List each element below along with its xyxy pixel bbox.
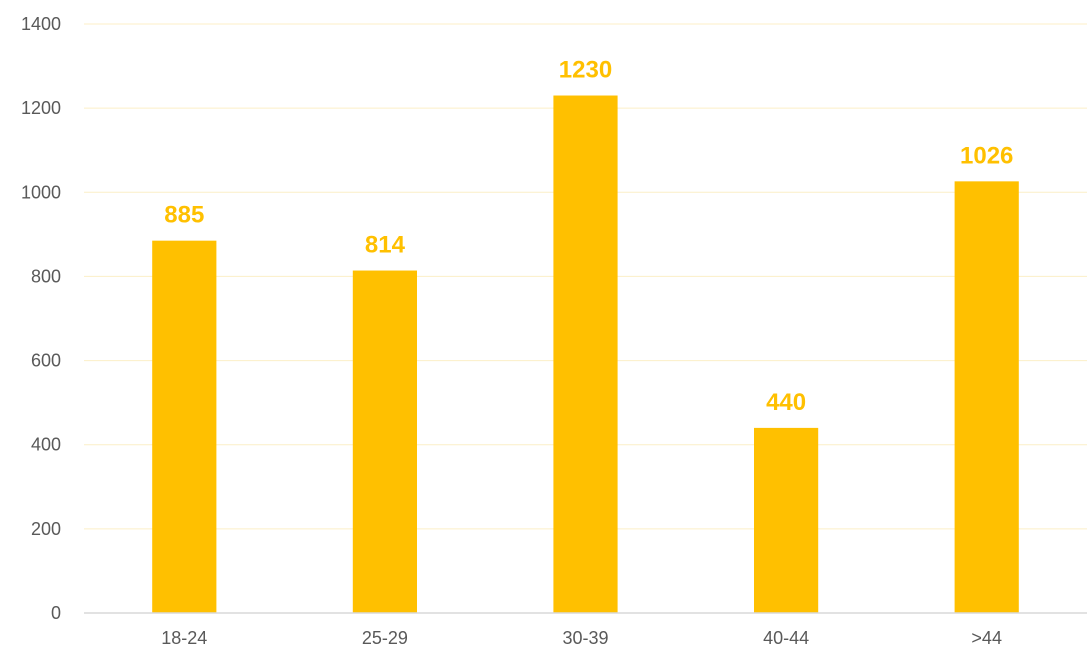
x-tick-label: 40-44 bbox=[763, 628, 809, 648]
data-labels: 885 814 1230 440 1026 bbox=[164, 57, 1013, 416]
y-tick-label: 400 bbox=[31, 435, 61, 455]
bar-data-label: 440 bbox=[766, 389, 806, 416]
y-tick-label: 1200 bbox=[21, 98, 61, 118]
bar bbox=[352, 270, 417, 613]
bar-data-label: 1026 bbox=[960, 142, 1013, 169]
bar bbox=[954, 181, 1019, 613]
x-tick-label: 25-29 bbox=[362, 628, 408, 648]
bar-data-label: 1230 bbox=[559, 57, 612, 84]
bar-data-label: 814 bbox=[365, 232, 406, 259]
x-tick-label: 30-39 bbox=[562, 628, 608, 648]
y-tick-label: 1400 bbox=[21, 14, 61, 34]
y-tick-label: 800 bbox=[31, 266, 61, 286]
y-tick-label: 600 bbox=[31, 351, 61, 371]
bar bbox=[152, 240, 217, 614]
x-axis: 18-24 25-29 30-39 40-44 >44 bbox=[84, 612, 1087, 648]
y-axis: 0 200 400 600 800 1000 1200 1400 bbox=[21, 14, 61, 623]
y-tick-label: 0 bbox=[51, 603, 61, 623]
y-tick-label: 1000 bbox=[21, 182, 61, 202]
bar bbox=[754, 427, 819, 613]
x-tick-label: 18-24 bbox=[161, 628, 207, 648]
bar bbox=[553, 95, 618, 614]
y-tick-label: 200 bbox=[31, 519, 61, 539]
bar-data-label: 885 bbox=[164, 202, 204, 229]
bars bbox=[152, 95, 1019, 614]
x-tick-label: >44 bbox=[971, 628, 1002, 648]
